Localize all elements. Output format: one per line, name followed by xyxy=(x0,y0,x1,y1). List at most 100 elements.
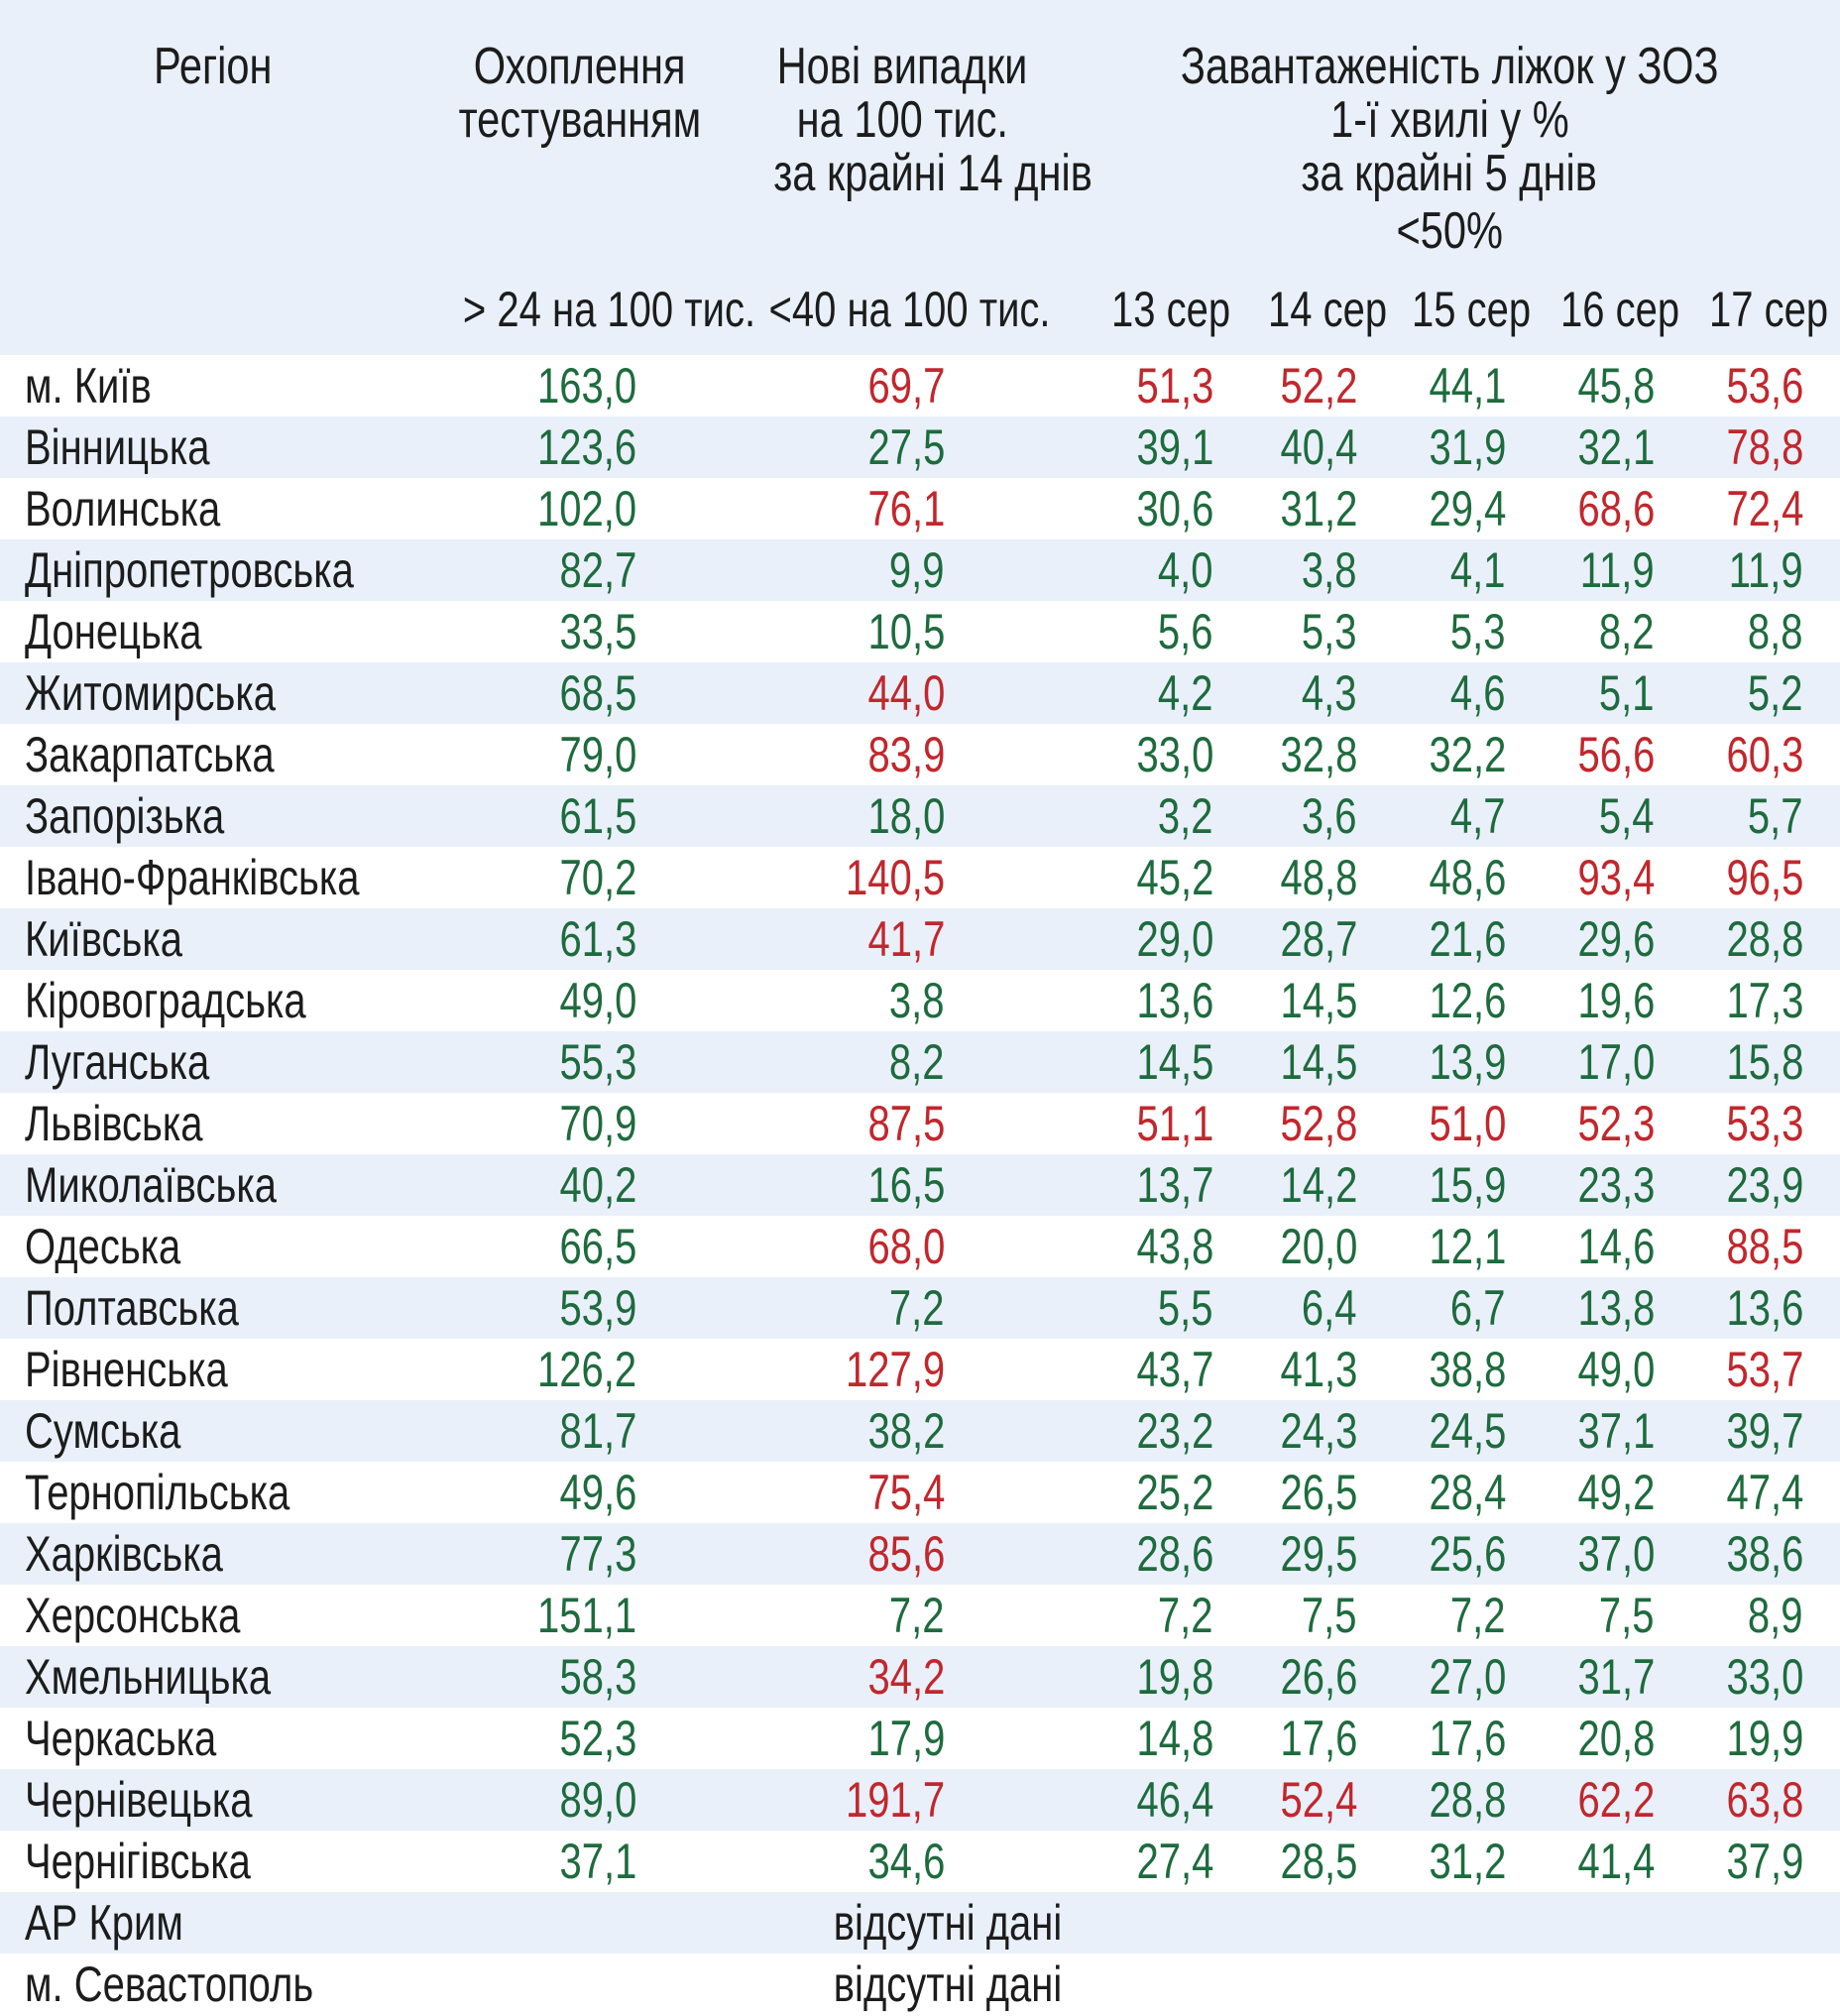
testing-coverage-value: 61,5 xyxy=(559,788,636,844)
region-name: Луганська xyxy=(25,1034,210,1090)
bed-occupancy-value-day3: 12,6 xyxy=(1429,973,1506,1028)
bed-occupancy-value-day4: 11,9 xyxy=(1580,542,1655,598)
testing-coverage-value: 77,3 xyxy=(559,1526,636,1582)
new-cases-value: 87,5 xyxy=(867,1096,945,1151)
bed-occupancy-value-day2: 14,5 xyxy=(1280,973,1357,1028)
region-name: Запорізька xyxy=(25,788,225,844)
bed-occupancy-value-day4: 20,8 xyxy=(1577,1711,1655,1766)
new-cases-value: 16,5 xyxy=(867,1157,945,1213)
new-cases-value: 75,4 xyxy=(867,1465,945,1520)
table-row: Дніпропетровська 82,7 9,9 4,0 3,8 4,1 11… xyxy=(0,539,1840,601)
bed-occupancy-value-day1: 45,2 xyxy=(1136,850,1213,905)
testing-coverage-value: 70,9 xyxy=(559,1096,636,1151)
new-cases-value: 27,5 xyxy=(867,419,945,475)
region-name: Київська xyxy=(25,911,183,967)
bed-occupancy-value-day5: 53,6 xyxy=(1726,358,1803,414)
bed-occupancy-value-day1: 46,4 xyxy=(1136,1772,1213,1828)
new-cases-value: 8,2 xyxy=(889,1034,945,1090)
region-name: Харківська xyxy=(25,1526,223,1582)
bed-occupancy-value-day2: 48,8 xyxy=(1280,850,1357,905)
bed-occupancy-value-day4: 56,6 xyxy=(1577,727,1655,782)
bed-occupancy-value-day1: 7,2 xyxy=(1158,1588,1213,1643)
testing-coverage-value: 49,0 xyxy=(559,973,636,1028)
testing-coverage-value: 53,9 xyxy=(559,1280,636,1336)
bed-occupancy-value-day2: 14,2 xyxy=(1280,1157,1357,1213)
bed-occupancy-value-day3: 48,6 xyxy=(1429,850,1506,905)
testing-coverage-value: 151,1 xyxy=(536,1588,636,1643)
testing-coverage-value: 89,0 xyxy=(559,1772,636,1828)
bed-occupancy-value-day3: 4,7 xyxy=(1450,788,1506,844)
region-name: Кіровоградська xyxy=(25,973,306,1028)
new-cases-value: 41,7 xyxy=(867,911,945,967)
region-name: Волинська xyxy=(25,481,221,536)
bed-occupancy-value-day3: 13,9 xyxy=(1429,1034,1506,1090)
testing-coverage-value: 68,5 xyxy=(559,665,636,721)
bed-occupancy-value-day5: 17,3 xyxy=(1726,973,1803,1028)
bed-occupancy-value-day3: 32,2 xyxy=(1429,727,1506,782)
bed-occupancy-value-day3: 27,0 xyxy=(1429,1649,1506,1705)
bed-occupancy-value-day5: 60,3 xyxy=(1726,727,1803,782)
table-row: Рівненська 126,2 127,9 43,7 41,3 38,8 49… xyxy=(0,1339,1840,1400)
table-row: Хмельницька 58,3 34,2 19,8 26,6 27,0 31,… xyxy=(0,1646,1840,1708)
table-row: Сумська 81,7 38,2 23,2 24,3 24,5 37,1 39… xyxy=(0,1400,1840,1462)
bed-occupancy-value-day1: 4,2 xyxy=(1158,665,1213,721)
testing-coverage-value: 126,2 xyxy=(536,1342,636,1397)
region-name: Донецька xyxy=(25,604,202,659)
bed-occupancy-value-day1: 27,4 xyxy=(1136,1834,1213,1889)
table-row: АР Крим відсутні дані xyxy=(0,1892,1840,1954)
new-cases-value: 68,0 xyxy=(867,1219,945,1274)
testing-coverage-value: 79,0 xyxy=(559,727,636,782)
bed-occupancy-value-day1: 14,5 xyxy=(1136,1034,1213,1090)
bed-occupancy-value-day5: 19,9 xyxy=(1726,1711,1803,1766)
column-header-testing-coverage: Охоплення тестуванням xyxy=(458,38,702,149)
bed-occupancy-value-day4: 45,8 xyxy=(1577,358,1655,414)
bed-occupancy-value-day2: 31,2 xyxy=(1280,481,1357,536)
bed-occupancy-value-day4: 13,8 xyxy=(1577,1280,1655,1336)
new-cases-value: 7,2 xyxy=(889,1588,945,1643)
beds-threshold-label: <50% xyxy=(1396,202,1503,260)
bed-occupancy-value-day2: 17,6 xyxy=(1280,1711,1357,1766)
bed-occupancy-value-day1: 13,6 xyxy=(1136,973,1213,1028)
bed-occupancy-value-day2: 52,8 xyxy=(1280,1096,1357,1151)
region-name: м. Київ xyxy=(25,358,152,414)
region-name: м. Севастополь xyxy=(25,1957,314,2012)
bed-occupancy-value-day4: 14,6 xyxy=(1577,1219,1655,1274)
bed-occupancy-value-day1: 25,2 xyxy=(1136,1465,1213,1520)
bed-occupancy-value-day5: 11,9 xyxy=(1729,542,1803,598)
testing-coverage-value: 102,0 xyxy=(536,481,636,536)
testing-threshold-label: > 24 на 100 тис. xyxy=(462,282,756,337)
bed-occupancy-value-day3: 7,2 xyxy=(1450,1588,1506,1643)
new-cases-value: 191,7 xyxy=(845,1772,945,1828)
table-row: Закарпатська 79,0 83,9 33,0 32,8 32,2 56… xyxy=(0,724,1840,785)
table-row: Донецька 33,5 10,5 5,6 5,3 5,3 8,2 8,8 xyxy=(0,601,1840,662)
region-name: Чернівецька xyxy=(25,1772,253,1828)
bed-occupancy-value-day1: 29,0 xyxy=(1136,911,1213,967)
bed-occupancy-value-day5: 23,9 xyxy=(1726,1157,1803,1213)
bed-occupancy-value-day3: 25,6 xyxy=(1429,1526,1506,1582)
testing-coverage-value: 55,3 xyxy=(559,1034,636,1090)
table-row: Полтавська 53,9 7,2 5,5 6,4 6,7 13,8 13,… xyxy=(0,1277,1840,1339)
table-body: м. Київ 163,0 69,7 51,3 52,2 44,1 45,8 5… xyxy=(0,355,1840,2015)
bed-occupancy-value-day1: 33,0 xyxy=(1136,727,1213,782)
bed-occupancy-value-day3: 28,8 xyxy=(1429,1772,1506,1828)
bed-occupancy-value-day2: 26,6 xyxy=(1280,1649,1357,1705)
table-row: Чернігівська 37,1 34,6 27,4 28,5 31,2 41… xyxy=(0,1831,1840,1892)
bed-occupancy-value-day5: 37,9 xyxy=(1726,1834,1803,1889)
region-name: Закарпатська xyxy=(25,727,275,782)
bed-occupancy-value-day2: 32,8 xyxy=(1280,727,1357,782)
bed-occupancy-value-day1: 43,7 xyxy=(1136,1342,1213,1397)
bed-occupancy-value-day3: 4,1 xyxy=(1450,542,1506,598)
bed-occupancy-value-day4: 31,7 xyxy=(1577,1649,1655,1705)
table-row: Івано-Франківська 70,2 140,5 45,2 48,8 4… xyxy=(0,847,1840,908)
bed-occupancy-value-day1: 30,6 xyxy=(1136,481,1213,536)
bed-occupancy-value-day2: 5,3 xyxy=(1302,604,1357,659)
new-cases-value: 9,9 xyxy=(889,542,945,598)
bed-occupancy-value-day5: 38,6 xyxy=(1726,1526,1803,1582)
bed-occupancy-value-day3: 38,8 xyxy=(1429,1342,1506,1397)
bed-occupancy-value-day4: 52,3 xyxy=(1577,1096,1655,1151)
bed-occupancy-value-day4: 41,4 xyxy=(1577,1834,1655,1889)
bed-occupancy-value-day4: 37,1 xyxy=(1577,1403,1655,1459)
no-data-label: відсутні дані xyxy=(833,1957,1063,2012)
bed-occupancy-value-day1: 3,2 xyxy=(1158,788,1213,844)
